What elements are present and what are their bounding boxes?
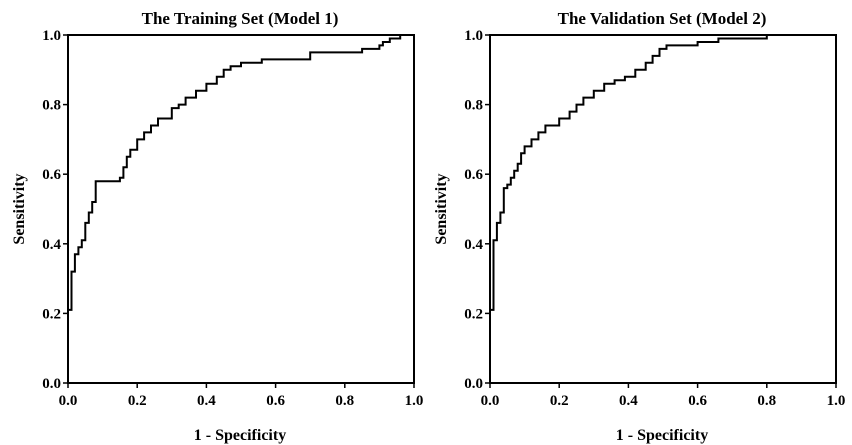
y-tick-label: 1.0 <box>42 28 61 44</box>
y-tick-label: 0.4 <box>42 237 61 253</box>
x-tick-label: 0.4 <box>197 393 216 409</box>
roc-curve-training <box>67 34 414 383</box>
y-tick-label: 0.8 <box>42 98 61 114</box>
y-tick-label: 0.8 <box>464 98 483 114</box>
y-tick-label: 0.2 <box>42 306 61 322</box>
roc-curve-validation <box>489 34 836 383</box>
x-tick-label: 0.2 <box>550 393 569 409</box>
x-ticks: 0.0 0.2 0.4 0.6 0.8 1.0 <box>59 383 424 409</box>
x-tick-label: 0.0 <box>481 393 500 409</box>
x-tick-label: 1.0 <box>827 393 846 409</box>
x-tick-label: 0.8 <box>757 393 776 409</box>
y-ticks: 0.0 0.2 0.4 0.6 0.8 1.0 <box>42 28 68 392</box>
x-ticks: 0.0 0.2 0.4 0.6 0.8 1.0 <box>481 383 846 409</box>
x-axis-label: 1 - Specificity <box>194 427 286 444</box>
y-tick-label: 0.0 <box>464 376 483 392</box>
x-tick-label: 0.6 <box>688 393 707 409</box>
y-tick-label: 0.0 <box>42 376 61 392</box>
chart-panel-training: The Training Set (Model 1) 0.00.20.40.60… <box>11 9 423 444</box>
x-tick-label: 0.8 <box>335 393 354 409</box>
x-tick-label: 0.6 <box>266 393 285 409</box>
y-axis-label: Sensitivity <box>433 173 450 244</box>
y-tick-label: 0.2 <box>464 306 483 322</box>
chart-panel-validation: The Validation Set (Model 2) 0.00.20.40.… <box>433 9 845 444</box>
plot-frame <box>489 34 837 384</box>
chart-title: The Validation Set (Model 2) <box>558 9 767 28</box>
x-tick-label: 0.4 <box>619 393 638 409</box>
x-tick-label: 0.0 <box>59 393 78 409</box>
chart-title: The Training Set (Model 1) <box>142 9 339 28</box>
y-tick-label: 0.6 <box>42 167 61 183</box>
y-axis-label: Sensitivity <box>11 173 28 244</box>
y-tick-label: 0.6 <box>464 167 483 183</box>
x-tick-label: 0.2 <box>128 393 147 409</box>
y-tick-label: 1.0 <box>464 28 483 44</box>
x-tick-label: 1.0 <box>405 393 424 409</box>
y-tick-label: 0.4 <box>464 237 483 253</box>
x-axis-label: 1 - Specificity <box>616 427 708 444</box>
y-ticks: 0.0 0.2 0.4 0.6 0.8 1.0 <box>464 28 490 392</box>
plot-frame <box>67 34 415 384</box>
